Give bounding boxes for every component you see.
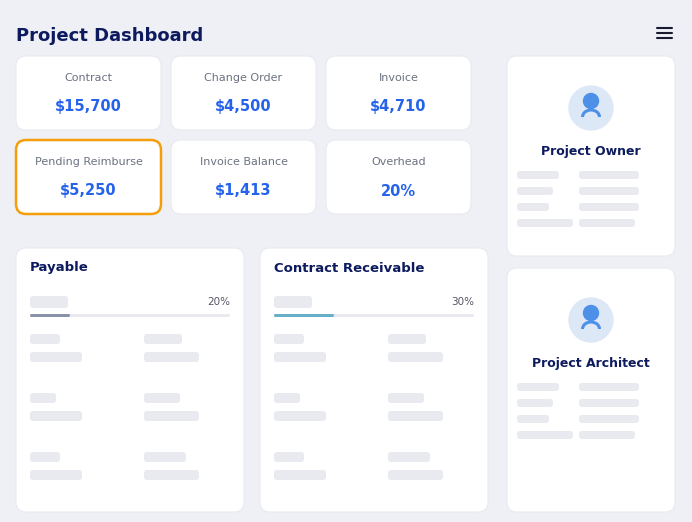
Text: 20%: 20% bbox=[207, 297, 230, 307]
FancyBboxPatch shape bbox=[30, 393, 56, 403]
FancyBboxPatch shape bbox=[30, 334, 60, 344]
FancyBboxPatch shape bbox=[507, 56, 675, 256]
FancyBboxPatch shape bbox=[30, 314, 230, 317]
Text: Change Order: Change Order bbox=[204, 73, 282, 83]
FancyBboxPatch shape bbox=[517, 171, 559, 179]
Text: Overhead: Overhead bbox=[371, 157, 426, 167]
FancyBboxPatch shape bbox=[517, 415, 549, 423]
FancyBboxPatch shape bbox=[274, 296, 312, 308]
FancyBboxPatch shape bbox=[517, 431, 573, 439]
Text: Project Dashboard: Project Dashboard bbox=[16, 27, 203, 45]
FancyBboxPatch shape bbox=[144, 352, 199, 362]
Text: Project Owner: Project Owner bbox=[541, 145, 641, 158]
FancyBboxPatch shape bbox=[144, 334, 182, 344]
Text: Payable: Payable bbox=[30, 262, 89, 275]
FancyBboxPatch shape bbox=[517, 187, 553, 195]
FancyBboxPatch shape bbox=[579, 415, 639, 423]
FancyBboxPatch shape bbox=[388, 352, 443, 362]
Text: Pending Reimburse: Pending Reimburse bbox=[35, 157, 143, 167]
FancyBboxPatch shape bbox=[30, 411, 82, 421]
FancyBboxPatch shape bbox=[274, 352, 326, 362]
Text: Invoice Balance: Invoice Balance bbox=[199, 157, 287, 167]
FancyBboxPatch shape bbox=[30, 470, 82, 480]
Text: $4,710: $4,710 bbox=[370, 100, 427, 114]
Text: $4,500: $4,500 bbox=[215, 100, 272, 114]
FancyBboxPatch shape bbox=[144, 452, 186, 462]
FancyBboxPatch shape bbox=[388, 393, 424, 403]
FancyBboxPatch shape bbox=[274, 470, 326, 480]
FancyBboxPatch shape bbox=[274, 393, 300, 403]
FancyBboxPatch shape bbox=[274, 411, 326, 421]
FancyBboxPatch shape bbox=[274, 452, 304, 462]
Text: Invoice: Invoice bbox=[379, 73, 419, 83]
FancyBboxPatch shape bbox=[517, 399, 553, 407]
FancyBboxPatch shape bbox=[16, 140, 161, 214]
FancyBboxPatch shape bbox=[517, 203, 549, 211]
FancyBboxPatch shape bbox=[579, 171, 639, 179]
FancyBboxPatch shape bbox=[517, 219, 573, 227]
FancyBboxPatch shape bbox=[507, 268, 675, 512]
FancyBboxPatch shape bbox=[274, 334, 304, 344]
FancyBboxPatch shape bbox=[388, 452, 430, 462]
FancyBboxPatch shape bbox=[144, 411, 199, 421]
FancyBboxPatch shape bbox=[388, 470, 443, 480]
FancyBboxPatch shape bbox=[144, 393, 180, 403]
Text: 30%: 30% bbox=[451, 297, 474, 307]
FancyBboxPatch shape bbox=[30, 352, 82, 362]
Text: Contract: Contract bbox=[64, 73, 113, 83]
FancyBboxPatch shape bbox=[274, 314, 334, 317]
Text: 20%: 20% bbox=[381, 184, 416, 198]
FancyBboxPatch shape bbox=[579, 219, 635, 227]
Circle shape bbox=[569, 86, 613, 130]
Text: Contract Receivable: Contract Receivable bbox=[274, 262, 424, 275]
FancyBboxPatch shape bbox=[16, 248, 244, 512]
FancyBboxPatch shape bbox=[579, 431, 635, 439]
FancyBboxPatch shape bbox=[274, 314, 474, 317]
Text: $1,413: $1,413 bbox=[215, 184, 272, 198]
Text: $15,700: $15,700 bbox=[55, 100, 122, 114]
FancyBboxPatch shape bbox=[260, 248, 488, 512]
FancyBboxPatch shape bbox=[30, 296, 68, 308]
Circle shape bbox=[583, 93, 599, 109]
FancyBboxPatch shape bbox=[326, 56, 471, 130]
FancyBboxPatch shape bbox=[579, 383, 639, 391]
FancyBboxPatch shape bbox=[579, 399, 639, 407]
FancyBboxPatch shape bbox=[388, 334, 426, 344]
Circle shape bbox=[569, 298, 613, 342]
Text: $5,250: $5,250 bbox=[60, 184, 117, 198]
FancyBboxPatch shape bbox=[30, 452, 60, 462]
FancyBboxPatch shape bbox=[144, 470, 199, 480]
Text: Project Architect: Project Architect bbox=[532, 357, 650, 370]
FancyBboxPatch shape bbox=[326, 140, 471, 214]
FancyBboxPatch shape bbox=[30, 314, 70, 317]
FancyBboxPatch shape bbox=[171, 140, 316, 214]
Circle shape bbox=[583, 305, 599, 321]
FancyBboxPatch shape bbox=[171, 56, 316, 130]
FancyBboxPatch shape bbox=[579, 187, 639, 195]
FancyBboxPatch shape bbox=[579, 203, 639, 211]
FancyBboxPatch shape bbox=[16, 56, 161, 130]
FancyBboxPatch shape bbox=[517, 383, 559, 391]
FancyBboxPatch shape bbox=[388, 411, 443, 421]
